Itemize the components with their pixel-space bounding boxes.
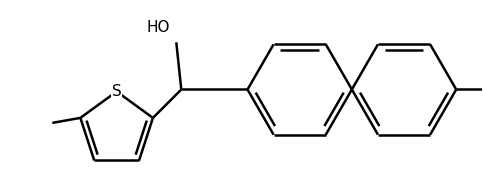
Text: S: S <box>112 84 122 99</box>
Text: HO: HO <box>146 20 170 35</box>
